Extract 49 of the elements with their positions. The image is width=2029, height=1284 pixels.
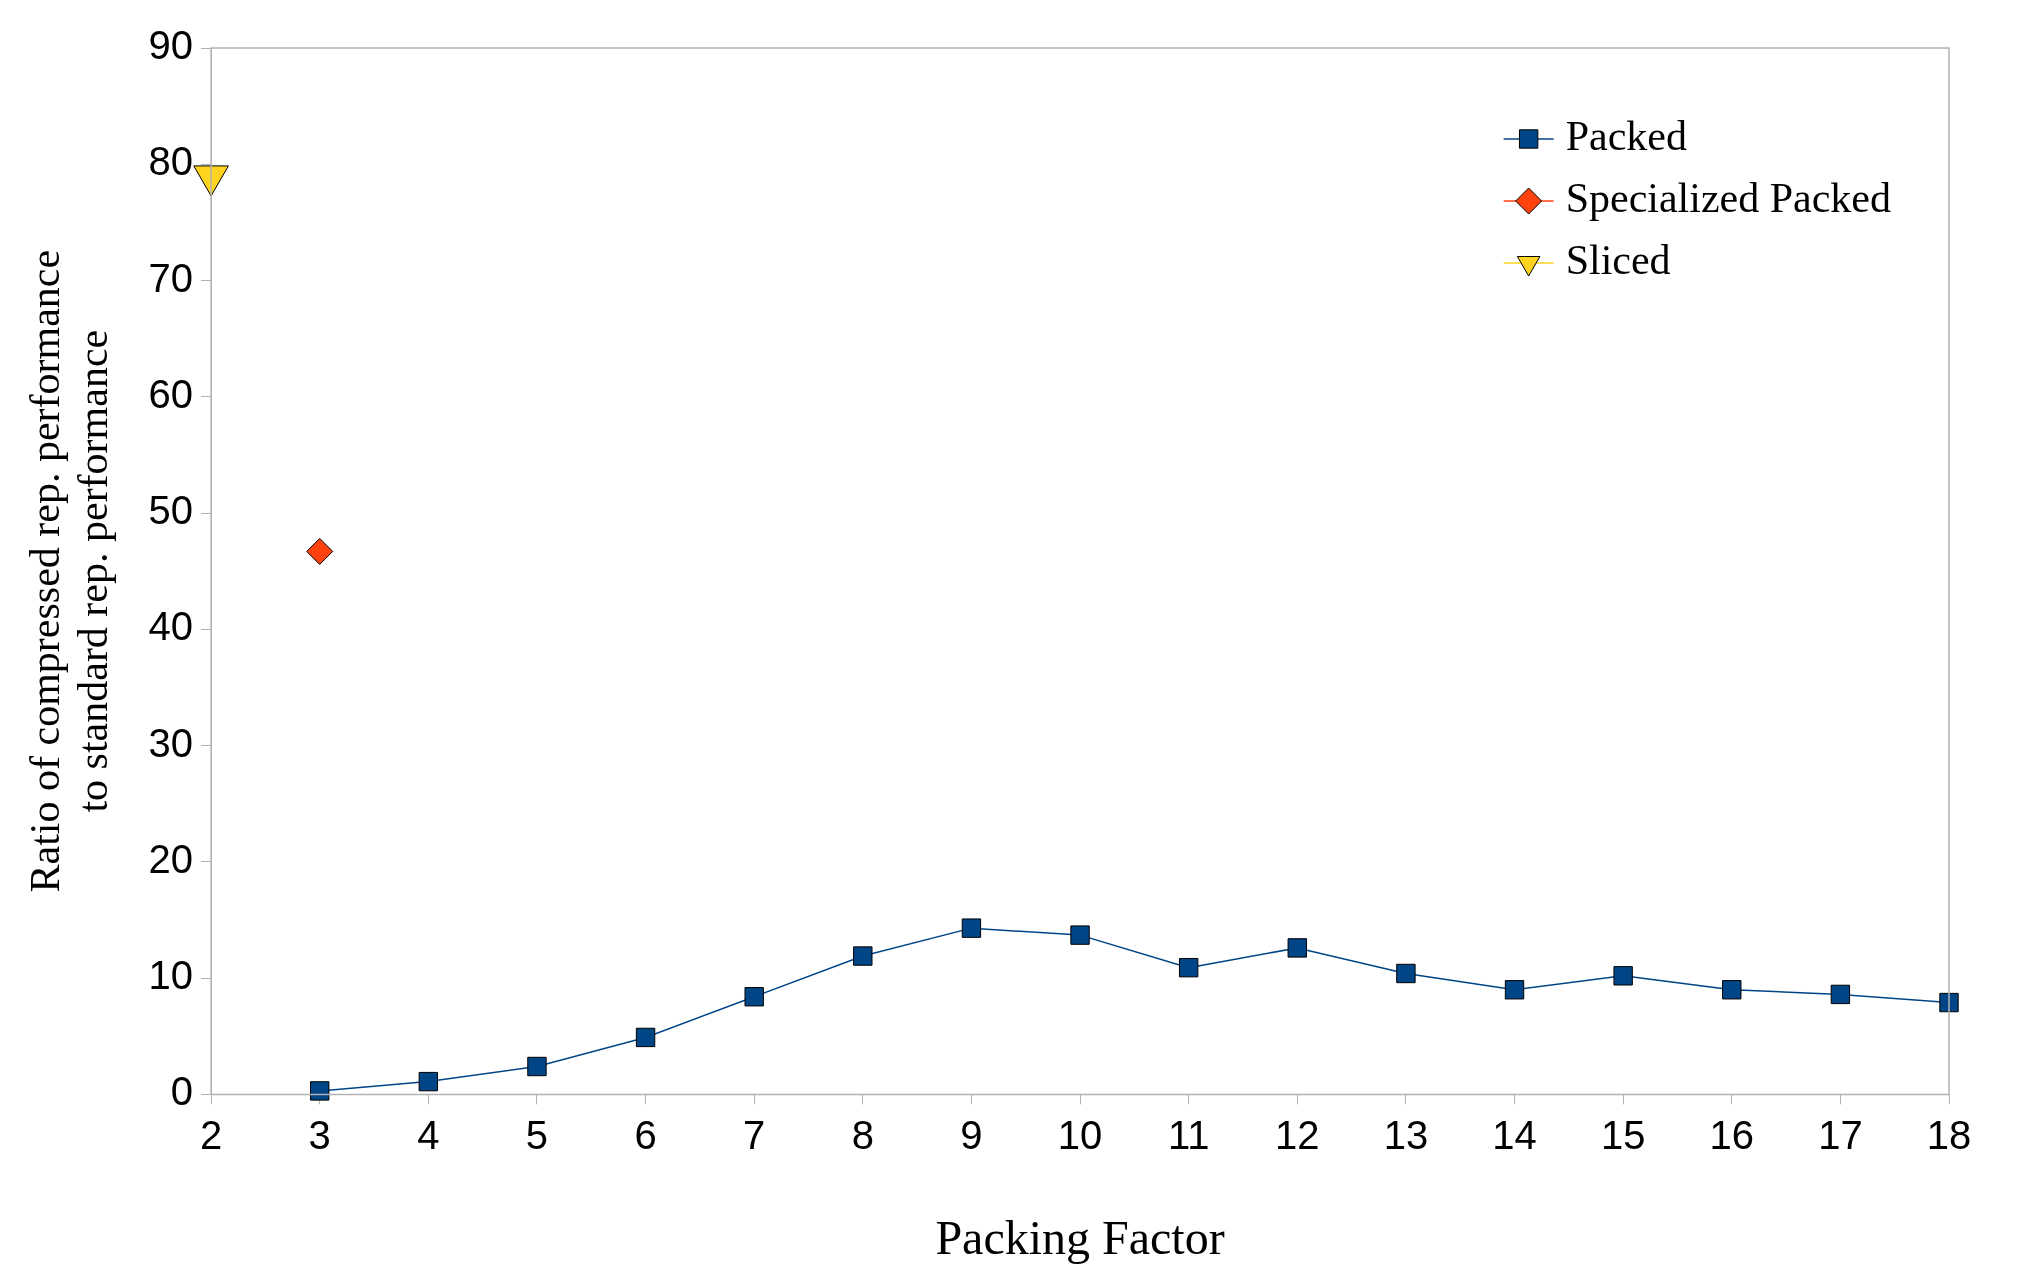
point [527, 1056, 547, 1077]
x-tick-label: 6 [634, 1113, 657, 1158]
y-tick-label: 90 [148, 23, 194, 68]
x-tick-label: 2 [199, 1113, 223, 1158]
x-tick-label: 11 [1167, 1113, 1210, 1158]
x-tick-label: 16 [1709, 1113, 1755, 1158]
point [1613, 966, 1633, 986]
x-tick-label: 15 [1600, 1113, 1646, 1158]
point [1070, 925, 1090, 945]
x-tick-label: 14 [1492, 1113, 1537, 1158]
x-tick-label: 4 [417, 1113, 440, 1158]
y-tick-label: 60 [148, 371, 194, 416]
point [853, 946, 873, 966]
x-tick-label: 5 [525, 1113, 549, 1158]
legend-label: Specialized Packed [1565, 175, 1891, 222]
x-tick-label: 18 [1926, 1113, 1972, 1158]
x-tick-label: 12 [1275, 1113, 1320, 1158]
legend-label: Sliced [1565, 237, 1671, 284]
y-tick-label: 80 [148, 139, 194, 184]
y-tick-label: 10 [148, 953, 194, 998]
y-tick-label: 40 [148, 604, 194, 649]
point [635, 1027, 656, 1048]
y-tick-label: 0 [170, 1069, 194, 1114]
point [961, 918, 982, 938]
x-axis-title: Packing Factor [935, 1210, 1225, 1264]
y-tick-label: 70 [148, 255, 194, 300]
point [1722, 980, 1742, 1000]
point [418, 1071, 439, 1092]
point [744, 987, 764, 1007]
point [310, 1081, 330, 1101]
point [306, 537, 334, 565]
point [1178, 957, 1199, 978]
x-tick-label: 3 [308, 1113, 331, 1158]
legend-label: Packed [1565, 113, 1687, 160]
y-tick-label: 20 [148, 836, 194, 881]
y-tick-label: 30 [148, 720, 194, 765]
y-tick-label: 50 [148, 488, 194, 533]
x-tick-label: 9 [960, 1113, 983, 1158]
point [1504, 980, 1525, 1000]
x-tick-label: 17 [1818, 1113, 1863, 1158]
x-tick-label: 13 [1383, 1113, 1429, 1158]
point [1396, 963, 1416, 984]
point [1830, 984, 1851, 1005]
x-tick-label: 8 [851, 1113, 874, 1158]
x-tick-label: 7 [743, 1113, 766, 1158]
y-axis-title: Ratio of compressed rep. performance to standard rep. performance [22, 249, 117, 893]
point [1939, 992, 1959, 1013]
point [1287, 938, 1307, 958]
x-tick-label: 10 [1057, 1113, 1103, 1158]
